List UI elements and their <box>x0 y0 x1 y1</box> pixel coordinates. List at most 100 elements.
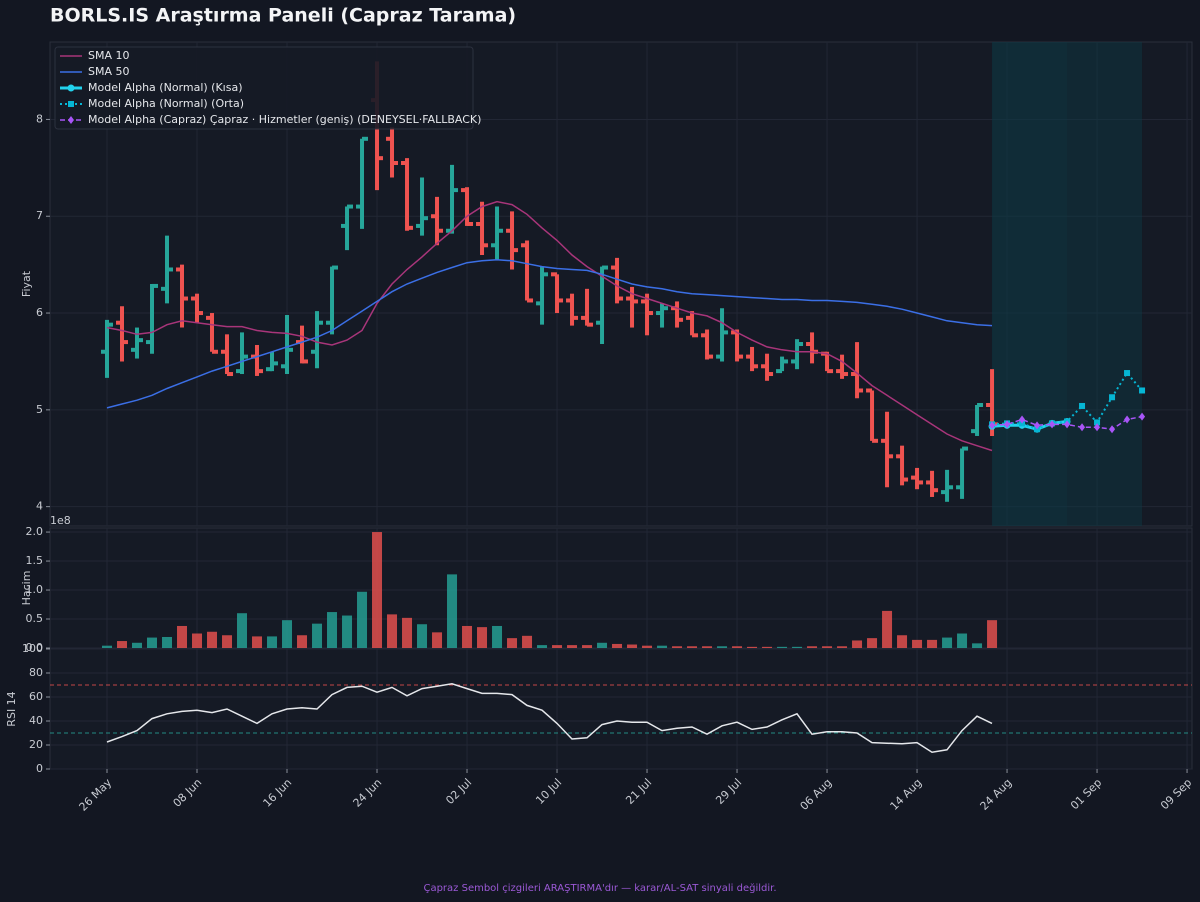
y-tick-label: 40 <box>29 714 43 727</box>
volume-bar <box>657 645 668 648</box>
y-tick-label: 8 <box>36 112 43 125</box>
legend-label: SMA 50 <box>88 65 130 78</box>
volume-bar <box>702 646 713 648</box>
volume-bar <box>477 627 488 648</box>
panel <box>49 527 1193 649</box>
volume-bar <box>867 638 878 648</box>
marker <box>1079 423 1086 432</box>
legend-label: SMA 10 <box>88 49 130 62</box>
legend-label: Model Alpha (Capraz) Çapraz · Hizmetler … <box>88 113 481 126</box>
volume-bar <box>537 645 548 648</box>
volume-bar <box>777 646 788 648</box>
marker <box>1109 394 1116 401</box>
volume-bar <box>747 646 758 648</box>
volume-bar <box>462 625 473 648</box>
volume-bar <box>837 646 848 648</box>
volume-bar <box>927 639 938 648</box>
volume-bar <box>762 646 773 648</box>
volume-bar <box>672 646 683 648</box>
volume-bar <box>687 646 698 648</box>
y-tick-label: 1.5 <box>26 554 44 567</box>
volume-bar <box>717 646 728 648</box>
legend: SMA 10 SMA 50 Model Alpha (Normal) (Kısa) M… <box>54 46 481 130</box>
y-tick-label: 20 <box>29 738 43 751</box>
y-tick-label: 80 <box>29 666 43 679</box>
volume-bar <box>432 632 443 648</box>
marker <box>1094 423 1101 432</box>
volume-bar <box>612 643 623 648</box>
volume-bar <box>552 645 563 648</box>
volume-bar <box>387 614 398 648</box>
marker <box>1019 415 1026 424</box>
series-line <box>106 259 993 409</box>
volume-bar <box>987 620 998 648</box>
legend-box <box>54 46 474 130</box>
y-tick-label: 0.5 <box>26 612 44 625</box>
volume-bar <box>807 646 818 648</box>
marker <box>1079 402 1086 409</box>
volume-bar <box>117 641 128 648</box>
volume-bar <box>342 615 353 648</box>
volume-bar <box>942 637 953 648</box>
volume-bar <box>192 633 203 648</box>
series-line <box>106 200 993 452</box>
volume-bar <box>447 574 458 648</box>
y-tick-label: 0 <box>36 762 43 775</box>
volume-bar <box>402 617 413 648</box>
marker <box>989 421 996 430</box>
y-tick-label: 4 <box>36 500 43 513</box>
volume-bar <box>882 610 893 648</box>
volume-bar <box>522 635 533 648</box>
footer-note: Çapraz Sembol çizgileri ARAŞTIRMA'dır — … <box>423 882 776 894</box>
volume-bar <box>567 645 578 648</box>
volume-bar <box>222 635 233 648</box>
marker <box>1094 419 1101 426</box>
marker <box>1124 415 1131 424</box>
volume-bar <box>252 636 263 648</box>
volume-bar <box>957 633 968 648</box>
series-line <box>991 371 1143 431</box>
panel <box>49 648 1193 770</box>
volume-bar <box>177 625 188 648</box>
volume-bar <box>912 639 923 648</box>
volume-bar <box>372 532 383 648</box>
volume-bar <box>147 637 158 648</box>
volume-bar <box>237 613 248 648</box>
volume-bar <box>132 642 143 648</box>
axis-offset-label: 1e8 <box>50 514 71 527</box>
marker <box>1139 412 1146 421</box>
volume-bar <box>597 642 608 648</box>
legend-marker <box>67 84 75 92</box>
y-tick-label: 1.0 <box>26 583 44 596</box>
volume-bar <box>897 635 908 648</box>
volume-bar <box>972 643 983 648</box>
y-axis-label: Fiyat <box>20 270 33 297</box>
marker <box>1004 420 1011 429</box>
forecast-band <box>992 42 1143 526</box>
y-tick-label: 2.0 <box>26 525 44 538</box>
legend-marker <box>68 116 74 124</box>
y-tick-label: 6 <box>36 306 43 319</box>
marker <box>1034 421 1041 430</box>
marker <box>1109 425 1116 434</box>
volume-bar <box>792 646 803 648</box>
volume-bar <box>357 591 368 648</box>
forecast-band <box>992 42 1143 526</box>
volume-bar <box>822 646 833 648</box>
y-tick-label: 60 <box>29 690 43 703</box>
marker <box>1049 420 1056 429</box>
volume-bar <box>207 631 218 648</box>
marker <box>1124 370 1131 377</box>
volume-bar <box>162 636 173 648</box>
volume-bar <box>732 646 743 648</box>
y-axis-label: Hacim <box>20 571 33 606</box>
volume-bar <box>852 640 863 648</box>
y-tick-label: 100 <box>22 642 43 655</box>
legend-label: Model Alpha (Normal) (Kısa) <box>88 81 243 94</box>
volume-bar <box>267 636 278 648</box>
volume-bar <box>417 624 428 648</box>
marker <box>1139 387 1146 394</box>
y-axis-label: RSI 14 <box>5 691 18 726</box>
